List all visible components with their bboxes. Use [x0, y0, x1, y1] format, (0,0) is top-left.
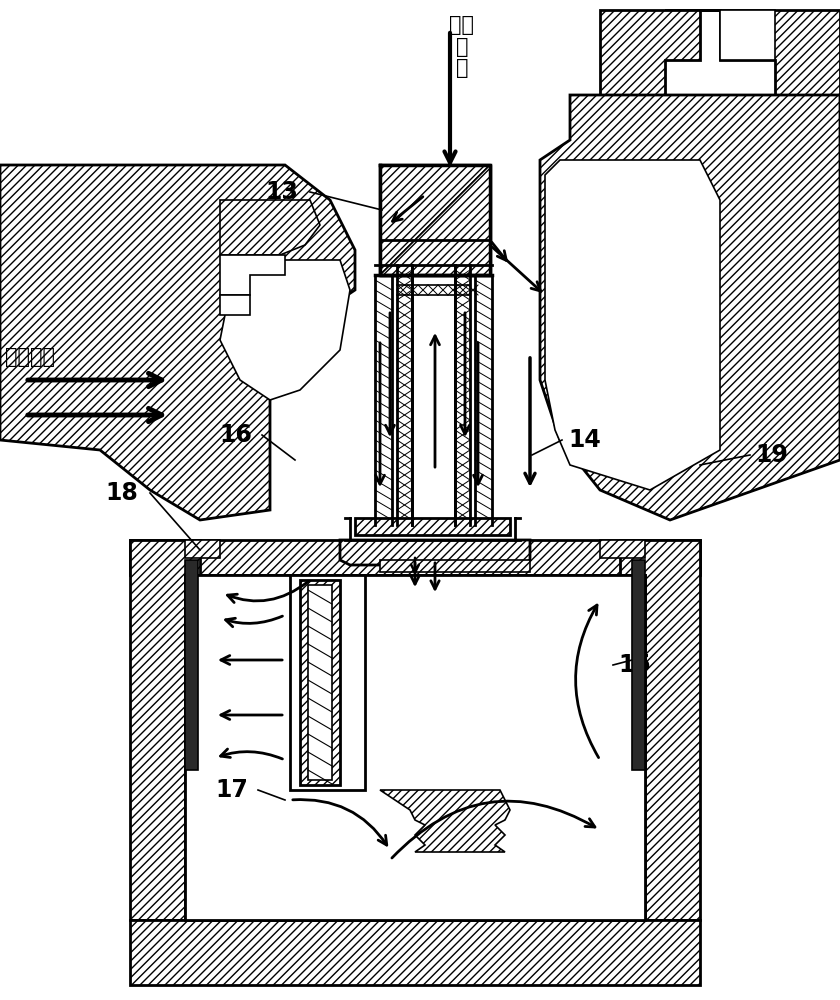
Polygon shape	[380, 790, 510, 852]
Polygon shape	[665, 10, 775, 60]
Polygon shape	[0, 165, 355, 520]
Text: 冷却
气
流: 冷却 气 流	[449, 15, 475, 78]
Polygon shape	[540, 95, 840, 520]
Polygon shape	[632, 560, 645, 770]
Text: 13: 13	[265, 180, 298, 204]
Polygon shape	[290, 575, 365, 790]
Polygon shape	[620, 540, 700, 920]
Polygon shape	[300, 580, 340, 785]
Polygon shape	[340, 540, 530, 565]
Text: 16: 16	[219, 423, 252, 447]
Polygon shape	[308, 585, 332, 780]
Polygon shape	[185, 540, 220, 558]
Polygon shape	[380, 165, 490, 275]
Polygon shape	[130, 540, 200, 920]
Polygon shape	[130, 540, 700, 575]
Polygon shape	[220, 260, 350, 400]
Polygon shape	[220, 200, 320, 255]
Polygon shape	[185, 560, 198, 770]
Polygon shape	[130, 920, 700, 985]
Polygon shape	[380, 165, 490, 275]
Text: 14: 14	[568, 428, 601, 452]
Polygon shape	[545, 160, 720, 490]
Text: 18: 18	[105, 481, 138, 505]
Polygon shape	[355, 518, 510, 535]
Text: 17: 17	[215, 778, 248, 802]
Polygon shape	[600, 10, 840, 100]
Text: 19: 19	[755, 443, 788, 467]
Polygon shape	[220, 255, 285, 295]
Polygon shape	[380, 560, 530, 572]
Text: 15: 15	[618, 653, 651, 677]
Polygon shape	[380, 165, 490, 275]
Polygon shape	[185, 575, 645, 920]
Text: 高温主流: 高温主流	[5, 347, 55, 367]
Polygon shape	[600, 540, 645, 558]
Polygon shape	[220, 295, 250, 315]
